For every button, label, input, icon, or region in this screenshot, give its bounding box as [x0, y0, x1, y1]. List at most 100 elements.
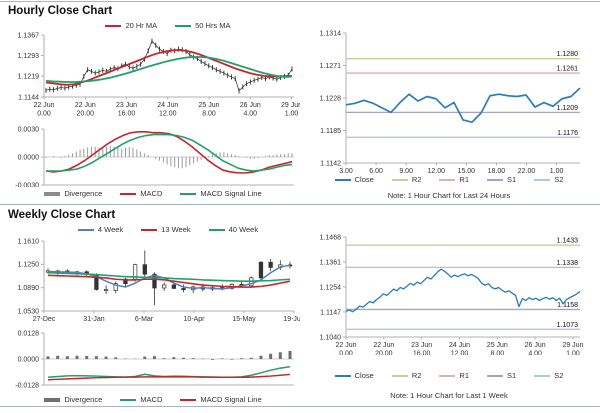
candle-body: [162, 284, 167, 289]
pivot-label-r1: 1.1338: [557, 260, 579, 267]
x-tick-label: 22 Jun: [373, 342, 394, 349]
x-tick-label: 26 Jun: [525, 342, 546, 349]
pivot-label-s1: 1.1158: [557, 302, 578, 309]
legend-swatch: [391, 374, 408, 377]
ma-50hr: [45, 56, 293, 83]
candle-body: [103, 289, 109, 291]
candle-body: [171, 284, 176, 289]
legend-swatch: [44, 191, 61, 196]
legend-item: MACD: [120, 395, 162, 404]
candle-body: [268, 261, 273, 268]
legend-label: Divergence: [64, 189, 103, 198]
legend-label: Close: [354, 371, 374, 380]
legend-swatch: [77, 228, 94, 231]
x-tick-label: 1.00: [550, 168, 564, 175]
weekly-ma-legend: 4 Week 13 Week 40 Week: [42, 225, 294, 234]
legend-label: 13 Week: [161, 225, 191, 234]
pivot-label-s1: 1.1209: [557, 105, 579, 112]
legend-swatch: [120, 192, 137, 195]
y-tick-label: 1.1293: [18, 53, 40, 60]
hourly-close-quadrant: Hourly Close Chart 20 Hr MA 50 Hrs MA 1.1…: [6, 3, 300, 203]
pivot-label-r2: 1.1433: [557, 238, 579, 245]
legend-item: Divergence: [44, 395, 102, 404]
y-tick-label: 1.1228: [320, 95, 342, 102]
legend-swatch: [334, 374, 351, 377]
legend-swatch: [105, 24, 122, 27]
x-tick-label: 26 Jun: [240, 102, 261, 109]
y-tick-label: 1.1314: [320, 30, 342, 37]
x-tick-label: 18.00: [488, 168, 506, 175]
ma-40week: [47, 271, 291, 282]
y-tick-label: 1.1367: [18, 32, 40, 39]
x-tick-label: 6-Mar: [135, 316, 154, 323]
x-tick-label: 24 Jun: [449, 342, 470, 349]
legend-item: S2: [534, 175, 563, 184]
legend-swatch: [439, 178, 456, 181]
y-tick-label: 1.1219: [18, 74, 40, 81]
x-tick-label: 16.00: [118, 111, 136, 118]
y-tick-label: 1.1361: [320, 259, 342, 266]
legend-item: R1: [439, 175, 469, 184]
y-tick-label: 0.0030: [18, 126, 40, 133]
legend-swatch: [175, 24, 192, 27]
legend-label: S1: [507, 371, 517, 380]
x-tick-label: 24 Jun: [157, 102, 178, 109]
legend-label: 20 Hr MA: [125, 21, 158, 30]
ma-13week: [47, 274, 291, 288]
legend-label: R2: [411, 371, 422, 380]
x-tick-label: 8.00: [202, 111, 216, 118]
y-tick-label: 1.1144: [18, 94, 39, 101]
x-tick-label: 9.00: [399, 168, 413, 175]
x-tick-label: 15-May: [232, 316, 256, 323]
y-tick-label: 1.1185: [320, 128, 341, 135]
legend-swatch: [487, 178, 503, 181]
legend-item: R1: [439, 371, 469, 380]
x-tick-label: 27-Dec: [33, 316, 56, 323]
x-tick-label: 29 Jun: [562, 342, 583, 349]
x-tick-label: 31-Jan: [83, 316, 105, 323]
legend-item: 4 Week: [77, 225, 123, 234]
x-tick-label: 12.00: [451, 351, 469, 356]
candle-body: [181, 288, 186, 291]
legend-item: 40 Week: [208, 225, 258, 234]
y-tick-label: 1.1147: [320, 309, 341, 316]
x-tick-label: 15.00: [458, 168, 476, 175]
legend-swatch: [180, 398, 197, 401]
legend-swatch: [534, 178, 551, 181]
legend-item: 13 Week: [141, 225, 191, 234]
x-tick-label: 22 Jun: [33, 102, 54, 109]
legend-swatch: [44, 397, 61, 402]
pivot-label-s2: 1.1073: [557, 322, 579, 329]
legend-label: S1: [507, 175, 517, 184]
y-tick-label: 1.1271: [320, 63, 342, 70]
weekly-macd-legend: Divergence MACD MACD Signal Line: [6, 395, 300, 404]
y-tick-label: 1.1142: [320, 160, 341, 167]
y-tick-label: 1.0530: [18, 308, 40, 315]
candle-body: [258, 261, 264, 279]
legend-label: R2: [411, 175, 422, 184]
x-tick-label: 23 Jun: [411, 342, 432, 349]
legend-label: MACD: [140, 189, 163, 198]
macd-signal-line: [47, 373, 291, 381]
last1w-note: Note: 1 Hour Chart for Last 1 Week: [390, 391, 508, 400]
pivot-label-r1: 1.1261: [557, 66, 579, 73]
legend-swatch: [391, 178, 408, 181]
legend-label: MACD: [140, 395, 163, 404]
legend-swatch: [334, 178, 351, 181]
bottom-border: [0, 406, 600, 407]
price-path: [45, 40, 293, 92]
hourly-ma-legend: 20 Hr MA 50 Hrs MA: [42, 21, 294, 30]
x-tick-label: 8.00: [491, 351, 505, 356]
x-tick-label: 12.00: [159, 111, 177, 118]
legend-label: R1: [459, 371, 469, 380]
legend-label: S2: [554, 371, 564, 380]
pivot-label-s2: 1.1176: [557, 130, 578, 137]
candle-body: [152, 273, 157, 289]
x-tick-label: 1.00: [566, 351, 580, 356]
legend-item: Close: [334, 175, 374, 184]
legend-item: MACD: [120, 189, 162, 198]
legend-swatch: [534, 374, 551, 377]
hourly-macd-chart: 0.0030 0.0000 -0.0030: [15, 126, 294, 187]
